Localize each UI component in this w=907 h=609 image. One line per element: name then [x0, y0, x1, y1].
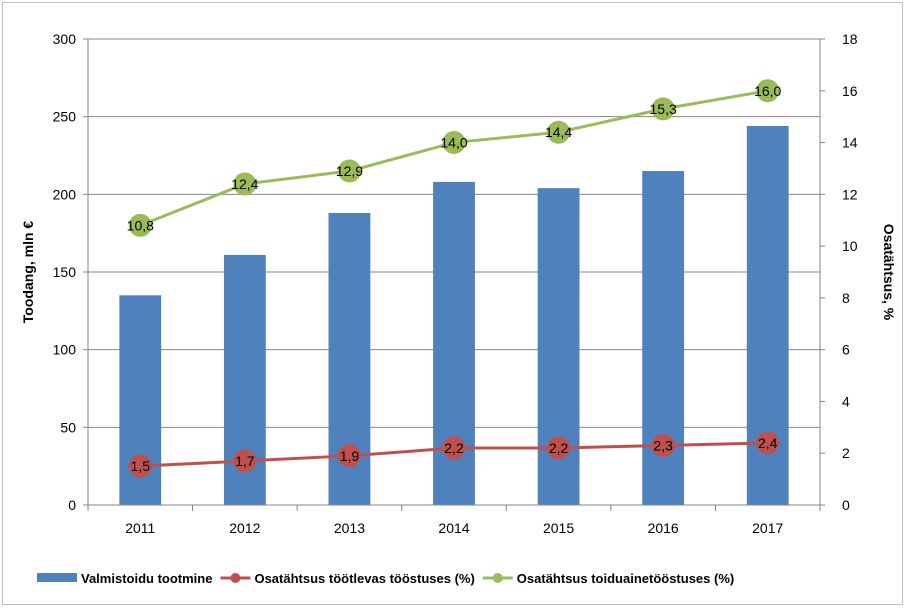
data-label: 10,8 — [127, 217, 154, 233]
y-tick-label: 300 — [53, 31, 77, 47]
y-tick-label: 200 — [53, 186, 77, 202]
y2-tick-label: 6 — [842, 342, 850, 358]
data-point — [233, 172, 257, 196]
data-point — [128, 213, 152, 237]
data-label: 2,3 — [653, 437, 673, 453]
data-point — [547, 436, 571, 460]
legend-marker — [492, 573, 503, 583]
data-point — [651, 433, 675, 457]
x-tick-label: 2016 — [648, 520, 679, 536]
bar-series — [119, 125, 789, 506]
data-labels: 1,5 1,7 1,9 2,2 2,2 2,3 2,4 10,8 12,4 12,9 14,0 14,… — [127, 83, 782, 474]
y2-tick-label: 16 — [842, 83, 858, 99]
data-point — [442, 131, 466, 155]
axes: 0 50 100 150 200 250 300 0 2 4 6 8 10 12 14 16 18 2011 201… — [53, 31, 858, 536]
data-point — [547, 120, 571, 144]
data-label: 2,2 — [549, 440, 569, 456]
data-point — [337, 159, 361, 183]
y2-tick-label: 18 — [842, 31, 858, 47]
legend-label: Valmistoidu tootmine — [81, 571, 212, 586]
data-label: 1,5 — [131, 458, 151, 474]
data-point — [756, 79, 780, 103]
x-tick-label: 2015 — [543, 520, 574, 536]
data-point — [756, 431, 780, 455]
data-label: 12,4 — [231, 176, 258, 192]
y2-tick-label: 2 — [842, 445, 850, 461]
x-tick-label: 2012 — [229, 520, 260, 536]
x-tick-label: 2017 — [752, 520, 783, 536]
y2-tick-label: 14 — [842, 135, 858, 151]
y-tick-label: 100 — [53, 342, 77, 358]
data-point — [128, 454, 152, 478]
data-label: 2,4 — [758, 435, 778, 451]
x-tick-label: 2014 — [438, 520, 469, 536]
y2-tick-label: 12 — [842, 186, 858, 202]
data-point — [442, 436, 466, 460]
legend-swatch — [37, 573, 77, 582]
data-label: 15,3 — [650, 101, 677, 117]
data-point — [233, 449, 257, 473]
data-point — [337, 444, 361, 468]
line-series — [128, 79, 780, 478]
y2-tick-label: 10 — [842, 238, 858, 254]
x-tick-label: 2013 — [334, 520, 365, 536]
data-label: 14,4 — [545, 124, 572, 140]
data-label: 1,9 — [340, 448, 360, 464]
legend-label: Osatähtsus toiduainetööstuses (%) — [517, 571, 734, 586]
y2-axis-title: Osatähtsus, % — [881, 224, 897, 321]
legend-marker — [230, 573, 241, 583]
y-tick-label: 150 — [53, 264, 77, 280]
y2-tick-label: 4 — [842, 393, 850, 409]
data-point — [651, 97, 675, 121]
data-label: 14,0 — [440, 135, 467, 151]
y-tick-label: 50 — [60, 419, 76, 435]
data-label: 1,7 — [235, 453, 255, 469]
data-label: 16,0 — [754, 83, 781, 99]
legend-label: Osatähtsus töötlevas tööstuses (%) — [254, 571, 474, 586]
y2-tick-label: 0 — [842, 497, 850, 513]
legend: Valmistoidu tootmine Osatähtsus töötlevas… — [37, 571, 734, 586]
y-tick-label: 0 — [68, 497, 76, 513]
x-tick-label: 2011 — [125, 520, 155, 536]
y2-tick-label: 8 — [842, 290, 850, 306]
data-label: 12,9 — [336, 163, 363, 179]
data-label: 2,2 — [444, 440, 464, 456]
y-tick-label: 250 — [53, 109, 77, 125]
y-axis-title: Toodang, mln € — [20, 221, 36, 324]
